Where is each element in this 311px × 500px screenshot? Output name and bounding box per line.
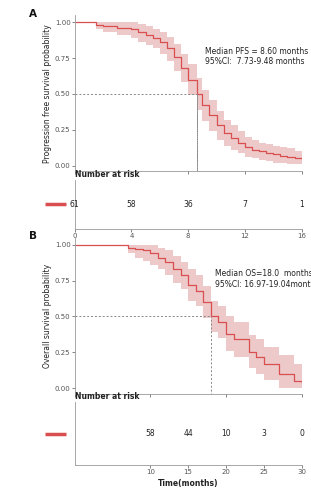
Text: 58: 58 bbox=[127, 200, 136, 209]
Text: B: B bbox=[29, 232, 37, 241]
Text: 36: 36 bbox=[183, 200, 193, 209]
Text: 58: 58 bbox=[146, 429, 155, 438]
Text: A: A bbox=[29, 8, 37, 18]
Text: 1: 1 bbox=[299, 200, 304, 209]
Y-axis label: Progression free survival probability: Progression free survival probability bbox=[43, 24, 52, 162]
X-axis label: Time(months): Time(months) bbox=[158, 480, 218, 488]
Y-axis label: Overall survival probability: Overall survival probability bbox=[43, 264, 52, 368]
Text: Number at risk: Number at risk bbox=[75, 392, 139, 401]
Text: 0: 0 bbox=[299, 429, 304, 438]
Text: 10: 10 bbox=[221, 429, 231, 438]
Text: 61: 61 bbox=[70, 200, 79, 209]
Text: Number at risk: Number at risk bbox=[75, 170, 139, 179]
Text: 44: 44 bbox=[183, 429, 193, 438]
Text: Median OS=18.0  months
95%CI: 16.97-19.04months: Median OS=18.0 months 95%CI: 16.97-19.04… bbox=[215, 269, 311, 288]
Text: 3: 3 bbox=[261, 429, 266, 438]
Text: 7: 7 bbox=[243, 200, 247, 209]
Text: Median PFS = 8.60 months
95%CI:  7.73-9.48 months: Median PFS = 8.60 months 95%CI: 7.73-9.4… bbox=[205, 46, 309, 66]
